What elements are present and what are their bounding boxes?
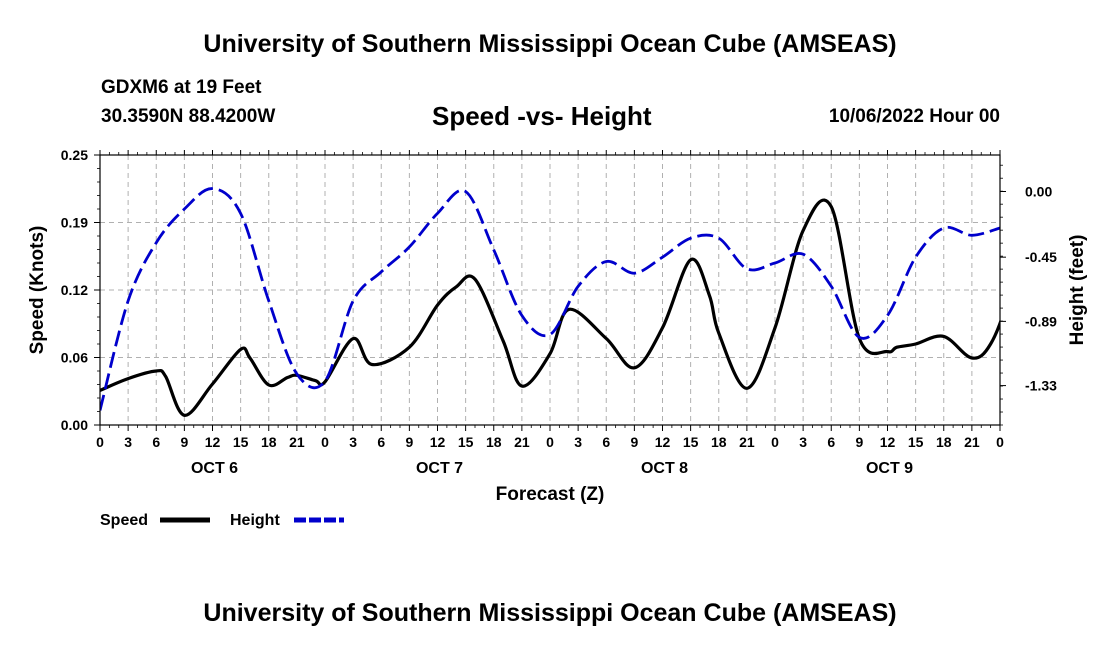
x-tick-label: 0 [546,434,554,450]
y-tick-label: 0.06 [61,350,88,366]
x-tick-label: 21 [739,434,755,450]
x-tick-label: 21 [289,434,305,450]
station-label: GDXM6 at 19 Feet [101,77,262,98]
x-tick-label: 0 [321,434,329,450]
x-tick-label: 9 [855,434,863,450]
series-height-line [100,187,1000,411]
x-tick-label: 12 [880,434,896,450]
x-tick-label: 12 [205,434,221,450]
main-title: University of Southern Mississippi Ocean… [203,30,897,58]
x-tick-label: 18 [711,434,727,450]
y-tick-label: 0.19 [61,215,88,231]
x-tick-label: 18 [486,434,502,450]
y2-tick-label: -1.33 [1025,378,1057,394]
x-tick-label: 9 [180,434,188,450]
grid [100,155,1000,425]
y-tick-label: 0.12 [61,282,88,298]
series-layer [100,187,1000,417]
day-label: OCT 9 [866,460,913,477]
x-tick-label: 18 [261,434,277,450]
chart-title: Speed -vs- Height [432,101,652,131]
x-tick-label: 21 [964,434,980,450]
x-tick-label: 15 [683,434,699,450]
x-tick-label: 9 [405,434,413,450]
x-tick-label: 0 [96,434,104,450]
x-tick-label: 0 [996,434,1004,450]
x-tick-label: 3 [349,434,357,450]
y-axis-label: Speed (Knots) [27,226,48,355]
x-tick-label: 6 [602,434,610,450]
station-coordinates: 30.3590N 88.4200W [101,106,276,127]
y-tick-label: 0.00 [61,417,88,433]
forecast-datetime: 10/06/2022 Hour 00 [828,106,1000,127]
x-tick-label: 3 [124,434,132,450]
y2-tick-label: -0.45 [1025,249,1057,265]
y2-tick-label: 0.00 [1025,183,1052,199]
day-label: OCT 8 [641,460,688,477]
x-tick-label: 6 [827,434,835,450]
y2-axis-label: Height (feet) [1067,235,1088,346]
series-speed-line [100,198,1000,417]
x-tick-label: 3 [799,434,807,450]
y2-tick-label: -0.89 [1025,313,1057,329]
y-tick-label: 0.25 [61,147,88,163]
x-axis-label: Forecast (Z) [496,484,605,505]
x-tick-label: 6 [152,434,160,450]
x-tick-label: 15 [233,434,249,450]
x-tick-label: 12 [430,434,446,450]
axes: 0 3 6 9 12 15 18 21 0 3 6 9 12 15 18 21 0 3 6 9 12 15 18 21 0 3 6 9… [61,147,1057,477]
legend: Speed Height [100,512,344,529]
day-label: OCT 6 [191,460,238,477]
x-tick-label: 9 [630,434,638,450]
x-tick-label: 12 [655,434,671,450]
legend-label-height: Height [230,512,280,529]
x-tick-label: 6 [377,434,385,450]
x-tick-label: 15 [458,434,474,450]
x-tick-label: 0 [771,434,779,450]
x-tick-label: 18 [936,434,952,450]
x-tick-label: 15 [908,434,924,450]
day-label: OCT 7 [416,460,463,477]
legend-label-speed: Speed [100,512,148,529]
footer-title: University of Southern Mississippi Ocean… [203,599,897,627]
x-tick-label: 21 [514,434,530,450]
x-tick-label: 3 [574,434,582,450]
